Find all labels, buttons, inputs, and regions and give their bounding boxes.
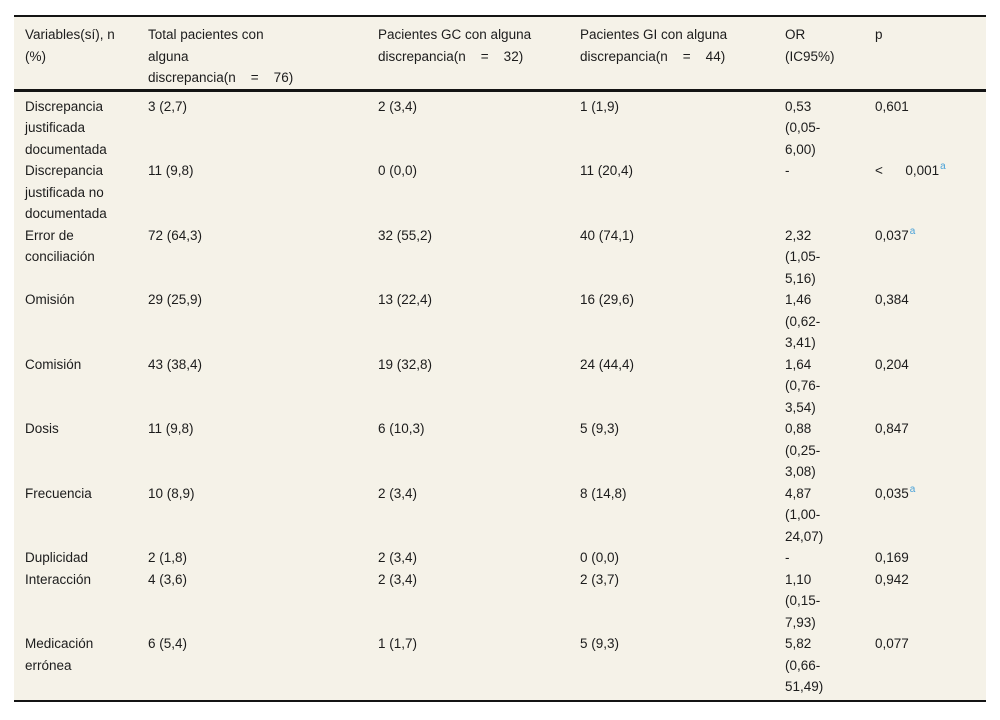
cell-or: 1,10 (0,15- 7,93)	[785, 571, 821, 630]
cell-or: 2,32 (1,05- 5,16)	[785, 227, 821, 286]
cell-gi: 0 (0,0)	[580, 550, 620, 565]
cell-gc: 2 (3,4)	[378, 485, 418, 501]
cell-p: 0,169	[875, 547, 986, 569]
p-value: < 0,001	[875, 163, 940, 178]
cell-variable: Error de conciliación	[25, 227, 95, 265]
table-row: Duplicidad 2 (1,8) 2 (3,4) 0 (0,0) - 0,1…	[14, 547, 986, 569]
cell-total: 10 (8,9)	[148, 485, 195, 501]
p-value: 0,169	[875, 550, 909, 565]
cell-total: 4 (3,6)	[148, 571, 188, 587]
cell-gi: 1 (1,9)	[580, 98, 620, 114]
cell-variable: Medicación errónea	[25, 636, 94, 673]
cell-total: 72 (64,3)	[148, 227, 203, 243]
cell-gc: 1 (1,7)	[378, 636, 418, 651]
cell-total: 29 (25,9)	[148, 292, 203, 307]
cell-total: 3 (2,7)	[148, 98, 188, 114]
cell-p: 0,384	[875, 289, 986, 354]
cell-gi: 8 (14,8)	[580, 485, 627, 501]
table-row: Discrepancia justificada documentada 3 (…	[14, 90, 986, 160]
cell-p: 0,077	[875, 633, 986, 700]
cell-gc: 19 (32,8)	[378, 356, 433, 372]
cell-gc: 32 (55,2)	[378, 227, 433, 243]
data-table: Variables(sí), n (%) Total pacientes con…	[14, 17, 986, 700]
cell-or: 1,64 (0,76- 3,54)	[785, 356, 821, 415]
cell-gi: 5 (9,3)	[580, 636, 620, 651]
cell-total: 11 (9,8)	[148, 163, 194, 178]
cell-variable: Dosis	[25, 421, 59, 436]
cell-variable: Interacción	[25, 571, 92, 587]
cell-p: 0,037a	[875, 225, 986, 290]
table-row: Interacción 4 (3,6) 2 (3,4) 2 (3,7) 1,10…	[14, 569, 986, 634]
cell-variable: Comisión	[25, 356, 82, 372]
table-row: Comisión 43 (38,4) 19 (32,8) 24 (44,4) 1…	[14, 354, 986, 419]
cell-or: 0,53 (0,05- 6,00)	[785, 98, 821, 157]
col-header-gi-patients: Pacientes GI con alguna discrepancia(n =…	[580, 17, 785, 92]
cell-p: 0,942	[875, 569, 986, 634]
cell-or: 1,46 (0,62- 3,41)	[785, 292, 821, 350]
cell-p: 0,204	[875, 354, 986, 419]
p-value: 0,037	[875, 227, 909, 243]
cell-variable: Frecuencia	[25, 485, 92, 501]
footnote-marker-a: a	[909, 483, 916, 495]
cell-or: 0,88 (0,25- 3,08)	[785, 421, 821, 479]
cell-variable: Omisión	[25, 292, 75, 307]
cell-variable: Discrepancia justificada documentada	[25, 98, 107, 157]
p-value: 0,384	[875, 292, 909, 307]
p-value: 0,204	[875, 356, 909, 372]
cell-or: -	[785, 163, 790, 178]
cell-total: 2 (1,8)	[148, 550, 188, 565]
cell-gi: 5 (9,3)	[580, 421, 620, 436]
p-value: 0,942	[875, 571, 909, 587]
table-row: Dosis 11 (9,8) 6 (10,3) 5 (9,3) 0,88 (0,…	[14, 418, 986, 483]
p-value: 0,035	[875, 485, 909, 501]
col-header-gc-patients: Pacientes GC con alguna discrepancia(n =…	[378, 17, 580, 92]
cell-total: 43 (38,4)	[148, 356, 203, 372]
cell-p: < 0,001a	[875, 160, 986, 225]
cell-variable: Discrepancia justificada no documentada	[25, 163, 107, 221]
table-row: Medicación errónea 6 (5,4) 1 (1,7) 5 (9,…	[14, 633, 986, 700]
cell-variable: Duplicidad	[25, 550, 89, 565]
table-header-row: Variables(sí), n (%) Total pacientes con…	[14, 17, 986, 92]
p-value: 0,077	[875, 636, 909, 651]
table-row: Omisión 29 (25,9) 13 (22,4) 16 (29,6) 1,…	[14, 289, 986, 354]
cell-or: -	[785, 550, 790, 565]
footnote-marker-a: a	[909, 225, 916, 237]
cell-p: 0,035a	[875, 483, 986, 548]
cell-gi: 11 (20,4)	[580, 163, 634, 178]
cell-or: 5,82 (0,66- 51,49)	[785, 636, 824, 694]
col-header-p: p	[875, 17, 986, 92]
cell-gc: 2 (3,4)	[378, 98, 418, 114]
cell-gi: 16 (29,6)	[580, 292, 635, 307]
cell-p: 0,601	[875, 90, 986, 160]
cell-gc: 6 (10,3)	[378, 421, 425, 436]
cell-gi: 2 (3,7)	[580, 571, 620, 587]
table-body: Discrepancia justificada documentada 3 (…	[14, 90, 986, 700]
col-header-total-patients: Total pacientes con alguna discrepancia(…	[148, 17, 378, 92]
footnote-marker-a: a	[940, 161, 946, 172]
discrepancy-table: Variables(sí), n (%) Total pacientes con…	[14, 15, 986, 702]
cell-total: 6 (5,4)	[148, 636, 188, 651]
cell-p: 0,847	[875, 418, 986, 483]
cell-or: 4,87 (1,00- 24,07)	[785, 485, 824, 544]
cell-gi: 24 (44,4)	[580, 356, 635, 372]
col-header-variables: Variables(sí), n (%)	[14, 17, 148, 92]
cell-gc: 2 (3,4)	[378, 550, 418, 565]
table-row: Discrepancia justificada no documentada …	[14, 160, 986, 225]
table-row: Frecuencia 10 (8,9) 2 (3,4) 8 (14,8) 4,8…	[14, 483, 986, 548]
col-header-or: OR (IC95%)	[785, 17, 875, 92]
cell-gc: 13 (22,4)	[378, 292, 433, 307]
cell-gc: 0 (0,0)	[378, 163, 418, 178]
p-value: 0,847	[875, 421, 909, 436]
p-value: 0,601	[875, 98, 909, 114]
cell-total: 11 (9,8)	[148, 421, 194, 436]
cell-gi: 40 (74,1)	[580, 227, 635, 243]
cell-gc: 2 (3,4)	[378, 571, 418, 587]
table-row: Error de conciliación 72 (64,3) 32 (55,2…	[14, 225, 986, 290]
